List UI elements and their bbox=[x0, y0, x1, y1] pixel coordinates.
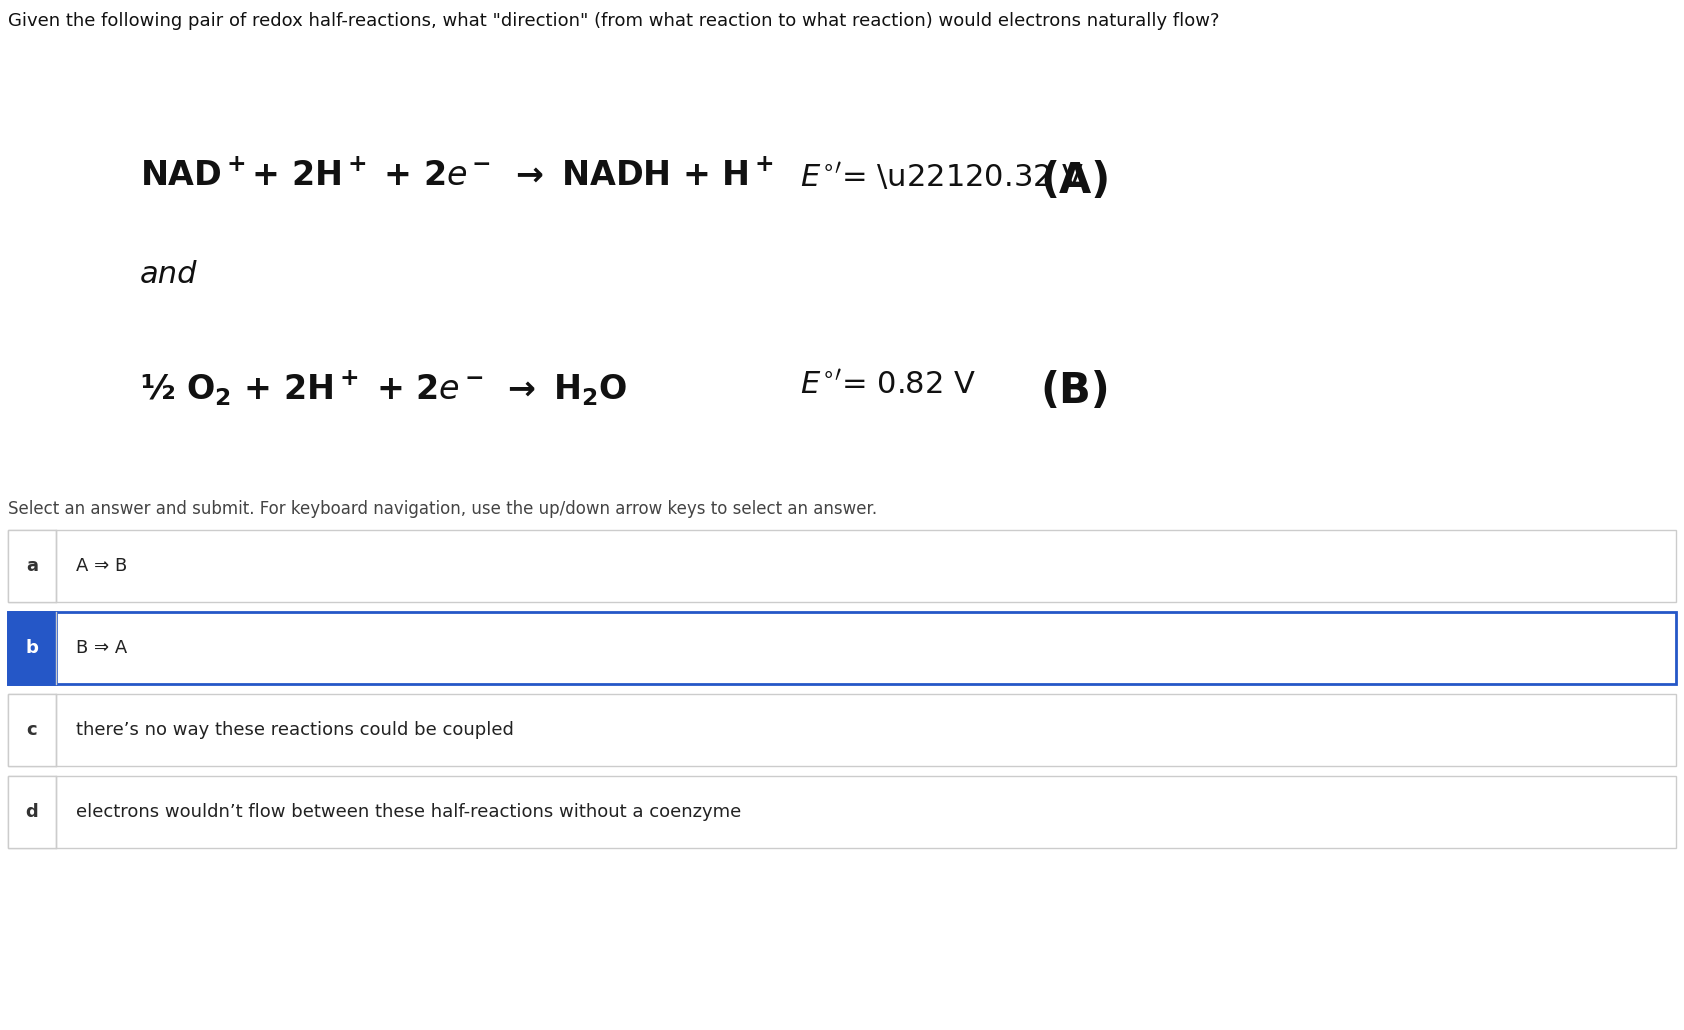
Text: b: b bbox=[25, 639, 39, 657]
Text: there’s no way these reactions could be coupled: there’s no way these reactions could be … bbox=[76, 721, 514, 739]
Text: d: d bbox=[25, 803, 39, 821]
Text: Given the following pair of redox half-reactions, what "direction" (from what re: Given the following pair of redox half-r… bbox=[8, 12, 1219, 30]
Text: B ⇒ A: B ⇒ A bbox=[76, 639, 128, 657]
Text: a: a bbox=[25, 557, 39, 575]
Text: and: and bbox=[140, 260, 197, 289]
Text: $\mathit{E}^{\circ\prime}$= 0.82 V: $\mathit{E}^{\circ\prime}$= 0.82 V bbox=[800, 370, 977, 399]
Text: c: c bbox=[27, 721, 37, 739]
Text: (A): (A) bbox=[1041, 160, 1110, 202]
Text: $\mathit{E}^{\circ\prime}$= \u22120.32 V: $\mathit{E}^{\circ\prime}$= \u22120.32 V bbox=[800, 160, 1084, 192]
FancyBboxPatch shape bbox=[8, 530, 56, 602]
FancyBboxPatch shape bbox=[8, 694, 1676, 766]
FancyBboxPatch shape bbox=[8, 530, 1676, 602]
FancyBboxPatch shape bbox=[8, 612, 56, 684]
Text: (B): (B) bbox=[1041, 370, 1110, 412]
FancyBboxPatch shape bbox=[8, 612, 1676, 684]
FancyBboxPatch shape bbox=[8, 776, 56, 848]
FancyBboxPatch shape bbox=[8, 776, 1676, 848]
Text: NAD$\mathbf{^+}$+ 2H$\mathbf{^+}$ + 2$\mathit{e}$$\mathbf{^-}$ $\mathbf{\rightar: NAD$\mathbf{^+}$+ 2H$\mathbf{^+}$ + 2$\m… bbox=[140, 160, 773, 193]
Text: Select an answer and submit. For keyboard navigation, use the up/down arrow keys: Select an answer and submit. For keyboar… bbox=[8, 500, 877, 518]
Text: A ⇒ B: A ⇒ B bbox=[76, 557, 128, 575]
Text: electrons wouldn’t flow between these half-reactions without a coenzyme: electrons wouldn’t flow between these ha… bbox=[76, 803, 741, 821]
FancyBboxPatch shape bbox=[8, 694, 56, 766]
Text: ½ O$\mathbf{_2}$ + 2H$\mathbf{^+}$ + 2$\mathit{e}$$\mathbf{^-}$ $\mathbf{\righta: ½ O$\mathbf{_2}$ + 2H$\mathbf{^+}$ + 2$\… bbox=[140, 370, 628, 408]
